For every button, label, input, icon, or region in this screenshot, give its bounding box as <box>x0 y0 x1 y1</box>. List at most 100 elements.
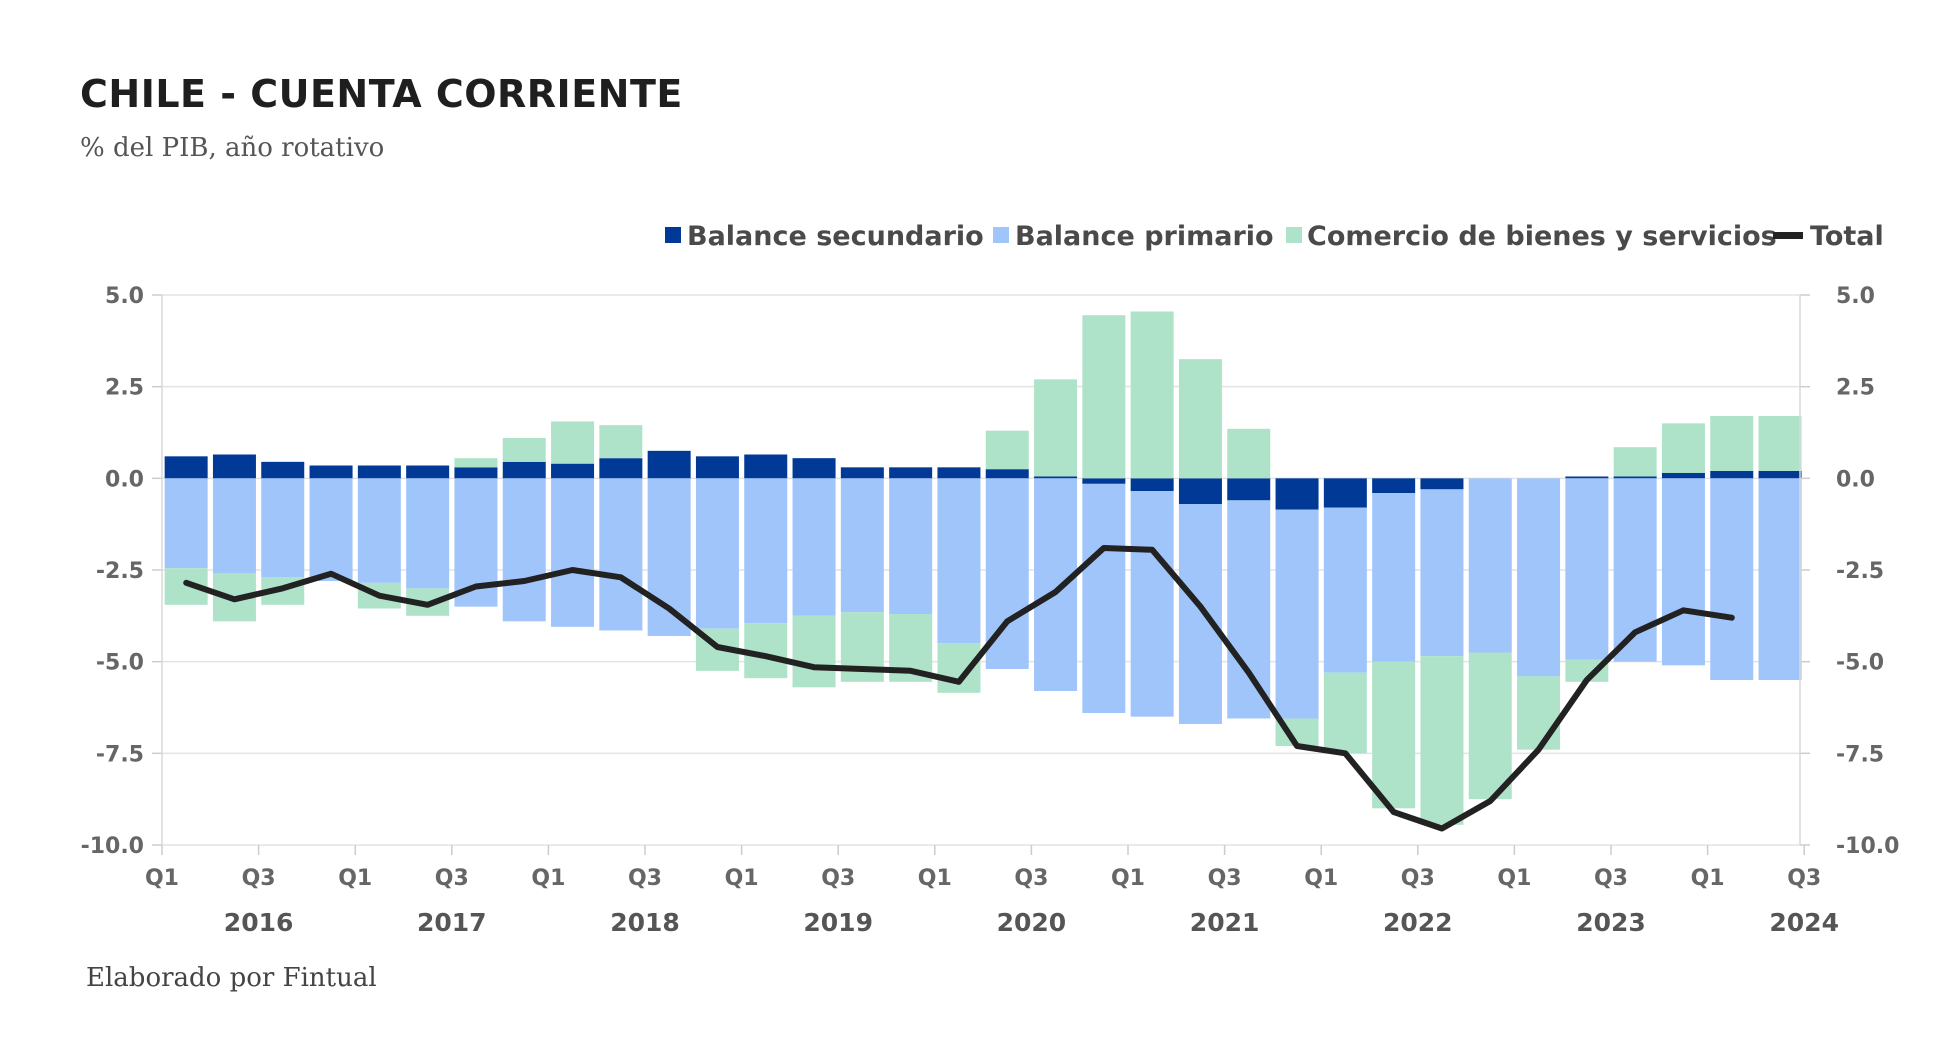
bar-secundario <box>1082 478 1126 484</box>
x-tick-label: Q1 <box>145 866 179 891</box>
bar-secundario <box>1227 478 1271 501</box>
bar-comercio <box>1082 315 1126 479</box>
total-point <box>522 579 527 583</box>
bar-secundario <box>695 456 739 479</box>
bar-comercio <box>1372 661 1416 809</box>
x-tick-label: Q1 <box>918 866 952 891</box>
total-point <box>1439 826 1444 831</box>
total-point <box>1150 547 1155 552</box>
bar-comercio <box>1420 656 1464 825</box>
bar-secundario <box>551 463 595 479</box>
bar-primario <box>164 478 208 569</box>
bar-comercio <box>1178 359 1222 479</box>
chart-subtitle: % del PIB, año rotativo <box>80 133 385 163</box>
y-tick-label-right: 2.5 <box>1836 376 1875 401</box>
total-point <box>1246 670 1251 675</box>
bar-primario <box>937 478 981 644</box>
bar-primario <box>599 478 643 631</box>
x-tick-label: Q3 <box>1014 866 1048 891</box>
x-year-label: 2021 <box>1190 908 1260 937</box>
x-year-label: 2024 <box>1769 908 1839 937</box>
total-point <box>860 667 865 671</box>
x-tick-label: Q1 <box>1304 866 1338 891</box>
y-tick-label-left: -5.0 <box>96 651 144 676</box>
total-point <box>329 571 334 576</box>
y-tick-label-right: -10.0 <box>1836 834 1899 859</box>
total-point <box>1488 799 1493 803</box>
total-point <box>1536 747 1541 752</box>
bar-secundario <box>1178 478 1222 504</box>
x-tick-label: Q3 <box>1787 866 1821 891</box>
total-point <box>184 580 189 585</box>
x-tick-label: Q3 <box>242 866 276 891</box>
bar-primario <box>1082 483 1126 713</box>
y-tick-label-left: -10.0 <box>81 834 144 859</box>
bar-secundario <box>454 467 498 479</box>
bar-primario <box>1227 500 1271 719</box>
bar-secundario <box>744 454 788 479</box>
total-point <box>1005 619 1010 624</box>
total-point <box>618 575 623 580</box>
bar-primario <box>889 478 933 614</box>
bar-comercio <box>1758 416 1802 471</box>
y-tick-label-left: -7.5 <box>96 742 144 767</box>
bar-secundario <box>1130 478 1174 492</box>
x-year-label: 2017 <box>417 908 487 937</box>
total-point <box>1101 546 1106 550</box>
bar-secundario <box>309 465 353 479</box>
legend-swatch-comercio <box>1286 227 1302 243</box>
total-point <box>1729 615 1734 620</box>
bar-primario <box>551 478 595 627</box>
bar-primario <box>1275 509 1319 719</box>
total-point <box>1295 744 1300 748</box>
bar-primario <box>792 478 836 616</box>
total-point <box>812 665 817 670</box>
bar-secundario <box>1758 471 1802 479</box>
total-point <box>667 606 672 611</box>
bar-primario <box>1565 478 1609 660</box>
bar-primario <box>744 478 788 624</box>
total-point <box>763 654 768 659</box>
bar-primario <box>1323 507 1367 673</box>
y-tick-label-right: -5.0 <box>1836 651 1884 676</box>
bar-primario <box>502 478 546 622</box>
total-point <box>1584 678 1589 682</box>
x-tick-label: Q3 <box>1594 866 1628 891</box>
bar-secundario <box>1565 476 1609 479</box>
x-tick-label: Q1 <box>1111 866 1145 891</box>
bar-secundario <box>357 465 401 479</box>
legend-label-secundario: Balance secundario <box>687 221 984 252</box>
bar-secundario <box>840 467 884 479</box>
y-tick-label-left: 0.0 <box>105 467 144 492</box>
bar-comercio <box>1468 652 1512 800</box>
x-tick-label: Q1 <box>531 866 565 891</box>
bar-comercio <box>1517 676 1561 750</box>
bar-secundario <box>261 461 305 479</box>
total-point <box>1053 590 1058 594</box>
bar-comercio <box>599 425 643 459</box>
legend-swatch-total <box>1773 232 1803 239</box>
bar-primario <box>1468 478 1512 653</box>
x-tick-label: Q3 <box>435 866 469 891</box>
bar-comercio <box>1661 423 1705 473</box>
bar-secundario <box>937 467 981 479</box>
bar-comercio <box>937 643 981 693</box>
legend-label-comercio: Comercio de bienes y servicios <box>1307 221 1777 252</box>
bar-secundario <box>1275 478 1319 510</box>
axis-layer: 5.0 5.0 2.5 2.5 0.0 0.0 -2.5 -2.5 -5.0 -5.0 -7.5 -7… <box>81 284 1900 937</box>
bar-secundario <box>1661 472 1705 479</box>
bar-secundario <box>406 465 450 479</box>
total-point <box>570 568 575 572</box>
bar-secundario <box>985 469 1029 479</box>
bar-comercio <box>502 438 546 462</box>
y-tick-label-right: 5.0 <box>1836 284 1875 309</box>
x-tick-label: Q1 <box>338 866 372 891</box>
total-point <box>956 679 961 684</box>
x-year-label: 2023 <box>1576 908 1646 937</box>
bar-primario <box>212 478 256 574</box>
bar-secundario <box>164 456 208 479</box>
x-tick-label: Q1 <box>1691 866 1725 891</box>
line-layer <box>183 545 1735 832</box>
total-point <box>377 593 382 598</box>
